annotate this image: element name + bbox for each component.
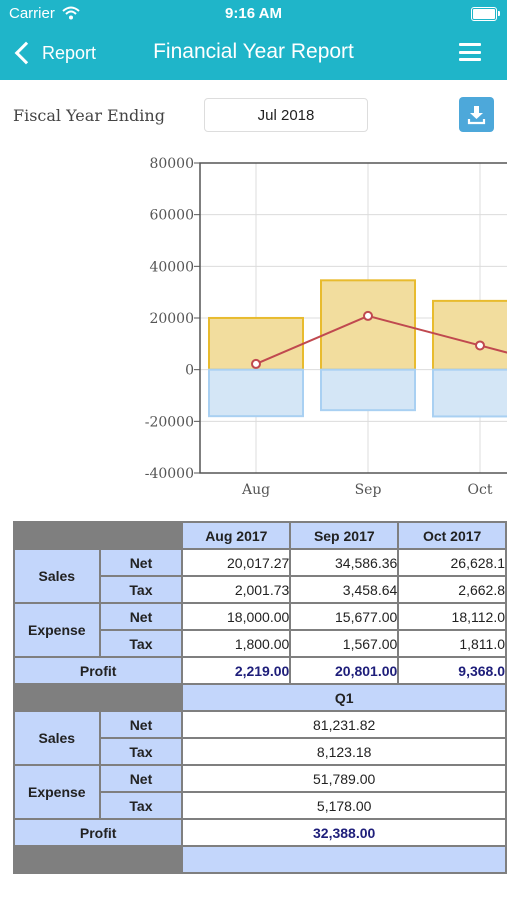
y-tick-label: 20000 [149, 311, 194, 327]
x-tick-label: Sep [355, 482, 382, 498]
month-header: Oct 2017 [397, 521, 507, 550]
profit-point [363, 310, 373, 321]
table-row: Tax 5,178.00 [14, 791, 507, 820]
table-corner [12, 845, 184, 874]
status-bar: Carrier 9:16 AM [0, 0, 507, 28]
table-cell: 3,458.64 [289, 575, 400, 604]
fiscal-year-label: Fiscal Year Ending [13, 106, 165, 125]
expense-bar [432, 368, 507, 418]
table-row: Tax 8,123.18 [14, 737, 507, 766]
table-cell: 2,001.73 [181, 575, 292, 604]
profit-cell: 20,801.00 [289, 656, 400, 685]
x-tick-label: Aug [241, 482, 270, 498]
hamburger-menu-icon[interactable] [459, 43, 481, 61]
y-tick-label: -20000 [145, 414, 194, 430]
y-tick-label: -40000 [145, 466, 194, 482]
profit-row-label: Profit [12, 818, 184, 847]
profit-point [475, 340, 485, 351]
net-row-label: Net [98, 710, 184, 739]
sales-row-label: Sales [13, 710, 101, 766]
table-cell: 1,567.00 [289, 629, 400, 658]
table-corner [12, 683, 184, 712]
quarter-cell: 51,789.00 [181, 764, 507, 793]
tax-row-label: Tax [98, 791, 184, 820]
back-button[interactable]: Report [12, 38, 96, 68]
expense-bar [208, 368, 304, 418]
carrier-label: Carrier [9, 5, 55, 22]
net-row-label: Net [98, 548, 184, 577]
table-header-row: Aug 2017 Sep 2017 Oct 2017 [12, 521, 507, 550]
back-button-label: Report [42, 42, 97, 63]
table-cell: 1,800.00 [181, 629, 292, 658]
table-cell: 1,811.0 [397, 629, 507, 658]
table-cell: 18,000.00 [181, 602, 292, 631]
quarter-cell: 5,178.00 [181, 791, 507, 820]
table-corner [12, 521, 184, 550]
table-row: Profit 2,219.00 20,801.00 9,368.0 [12, 656, 507, 685]
table-row: Expense Net 18,000.00 15,677.00 18,112.0 [13, 602, 507, 658]
financial-table: Aug 2017 Sep 2017 Oct 2017 Sales Net 20,… [12, 521, 507, 874]
net-row-label: Net [98, 602, 184, 631]
net-row-label: Net [98, 764, 184, 793]
battery-icon [471, 7, 500, 21]
profit-point [251, 358, 261, 369]
table-cell: 18,112.0 [397, 602, 507, 631]
quarter-cell: 81,231.82 [181, 710, 507, 739]
y-tick-label: 80000 [149, 156, 194, 172]
quarter-profit-cell: 32,388.00 [181, 818, 507, 847]
quarter-cell: 8,123.18 [181, 737, 507, 766]
quarter-header-row: Q1 [12, 683, 507, 712]
table-cell: 2,662.8 [397, 575, 507, 604]
quarter-header: Q1 [181, 683, 507, 712]
table-row: Tax 1,800.00 1,567.00 1,811.0 [14, 629, 507, 658]
expense-bar [320, 368, 416, 412]
expense-row-label: Expense [13, 764, 101, 820]
table-cell: 20,017.27 [181, 548, 292, 577]
tax-row-label: Tax [98, 575, 184, 604]
month-header: Aug 2017 [181, 521, 292, 550]
table-row: Sales Net 20,017.27 34,586.36 26,628.1 [13, 548, 507, 604]
download-icon [467, 106, 486, 125]
table-row: Profit 32,388.00 [12, 818, 507, 847]
profit-row-label: Profit [12, 656, 184, 685]
download-button[interactable] [459, 97, 494, 132]
wifi-icon [62, 6, 80, 20]
y-tick-label: 0 [185, 363, 194, 379]
sales-row-label: Sales [13, 548, 101, 604]
month-header: Sep 2017 [289, 521, 400, 550]
tax-row-label: Tax [98, 737, 184, 766]
table-row: Sales Net 81,231.82 [13, 710, 507, 766]
table-cell: 15,677.00 [289, 602, 400, 631]
y-tick-label: 60000 [149, 208, 194, 224]
expense-row-label: Expense [13, 602, 101, 658]
y-tick-label: 40000 [149, 259, 194, 275]
table-cell: 26,628.1 [397, 548, 507, 577]
next-quarter-header-row [12, 845, 507, 874]
navigation-bar: Carrier 9:16 AM Report Financial Year Re… [0, 0, 507, 80]
profit-cell: 9,368.0 [397, 656, 507, 685]
plot-area-border [199, 162, 507, 474]
clock: 9:16 AM [225, 5, 282, 22]
table-cell: 34,586.36 [289, 548, 400, 577]
table-row: Tax 2,001.73 3,458.64 2,662.8 [14, 575, 507, 604]
table-row: Expense Net 51,789.00 [13, 764, 507, 820]
profit-cell: 2,219.00 [181, 656, 292, 685]
x-tick-label: Oct [468, 482, 493, 498]
profit-line [255, 314, 507, 365]
fiscal-year-picker[interactable]: Jul 2018 [204, 98, 368, 132]
quarter-header [181, 845, 507, 874]
tax-row-label: Tax [98, 629, 184, 658]
financial-chart: 80000 60000 40000 20000 0 -20000 -40000 Aug Sep… [145, 156, 507, 498]
page-title: Financial Year Report [153, 40, 354, 63]
